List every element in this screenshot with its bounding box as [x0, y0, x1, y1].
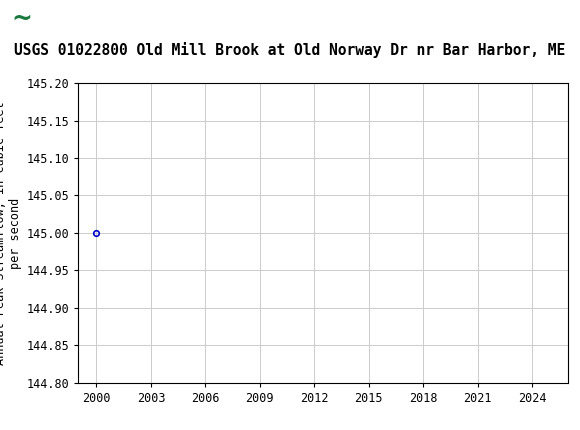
FancyBboxPatch shape [0, 0, 44, 38]
Y-axis label: Annual Peak Streamflow, in cubic feet
per second: Annual Peak Streamflow, in cubic feet pe… [0, 101, 23, 365]
Text: USGS 01022800 Old Mill Brook at Old Norway Dr nr Bar Harbor, ME: USGS 01022800 Old Mill Brook at Old Norw… [14, 42, 566, 58]
Text: ~: ~ [12, 6, 32, 30]
Text: USGS: USGS [49, 10, 104, 28]
